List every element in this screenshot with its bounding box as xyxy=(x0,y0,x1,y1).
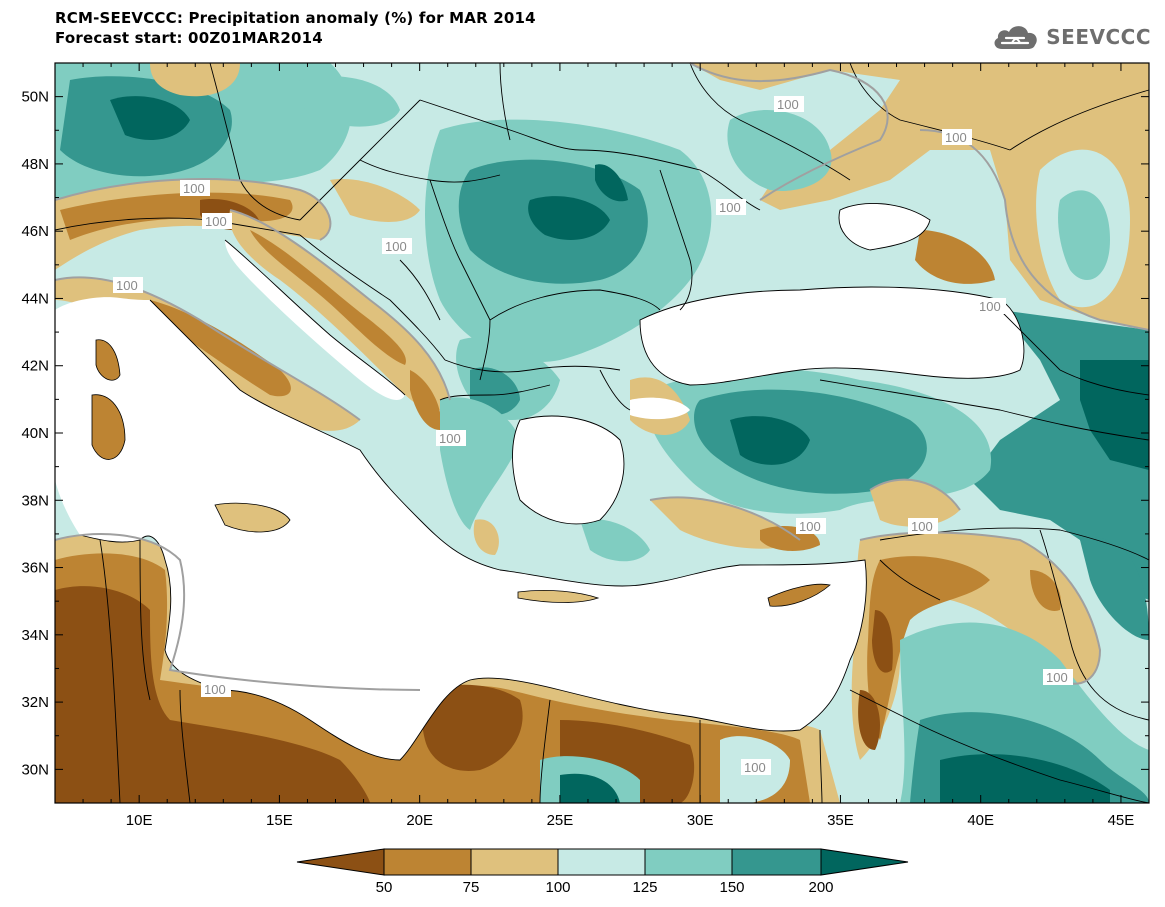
contour-label: 100 xyxy=(436,430,466,446)
contour-labels: 100 100 100 100 100 100 100 100 100 100 … xyxy=(113,96,1073,775)
svg-text:100: 100 xyxy=(116,278,138,293)
svg-text:100: 100 xyxy=(204,682,226,697)
lon-tick-label: 45E xyxy=(1108,812,1135,829)
colorbar-segment-above-200 xyxy=(820,848,909,876)
contour-label: 100 xyxy=(1043,669,1073,685)
contour-label: 100 xyxy=(942,129,972,145)
longitude-axis: 10E 15E 20E 25E 30E 35E 40E 45E xyxy=(54,63,1150,829)
svg-text:100: 100 xyxy=(945,130,967,145)
svg-text:100: 100 xyxy=(183,181,205,196)
colorbar: 50 75 100 125 150 200 xyxy=(296,848,909,896)
colorbar-segment-100-125 xyxy=(557,848,646,876)
colorbar-label: 75 xyxy=(463,879,480,896)
lat-tick-label: 44N xyxy=(21,290,49,307)
lon-tick-label: 40E xyxy=(967,812,994,829)
contour-label: 100 xyxy=(774,96,804,112)
lat-tick-label: 34N xyxy=(21,627,49,644)
map-title: RCM-SEEVCCC: Precipitation anomaly (%) f… xyxy=(55,8,536,48)
contour-label: 100 xyxy=(976,298,1006,314)
svg-text:100: 100 xyxy=(205,214,227,229)
sea-mask xyxy=(55,203,1024,760)
svg-text:100: 100 xyxy=(911,519,933,534)
lon-tick-label: 35E xyxy=(827,812,854,829)
lat-tick-label: 30N xyxy=(21,761,49,778)
lon-tick-label: 30E xyxy=(687,812,714,829)
colorbar-label: 200 xyxy=(808,879,833,896)
latitude-axis: 30N 32N 34N 36N 38N 40N 42N 44N 46N 48N 50N xyxy=(21,62,1149,804)
contour-label: 100 xyxy=(180,180,210,196)
lat-tick-label: 48N xyxy=(21,156,49,173)
colorbar-segment-50-75 xyxy=(383,848,472,876)
svg-text:100: 100 xyxy=(1046,670,1068,685)
contour-label: 100 xyxy=(908,518,938,534)
lon-tick-label: 25E xyxy=(547,812,574,829)
contour-label: 100 xyxy=(202,213,232,229)
lat-tick-label: 50N xyxy=(21,89,49,106)
svg-text:100: 100 xyxy=(719,200,741,215)
colorbar-segment-150-200 xyxy=(731,848,822,876)
seevccc-logo: SEEVCCC xyxy=(990,20,1151,54)
contour-label: 100 xyxy=(796,518,826,534)
logo-text: SEEVCCC xyxy=(1046,25,1151,49)
lat-tick-label: 32N xyxy=(21,694,49,711)
lat-tick-label: 46N xyxy=(21,223,49,240)
lat-tick-label: 40N xyxy=(21,425,49,442)
svg-text:100: 100 xyxy=(979,299,1001,314)
lat-tick-label: 38N xyxy=(21,492,49,509)
colorbar-label: 100 xyxy=(545,879,570,896)
contour-label: 100 xyxy=(201,681,231,697)
title-line-2: Forecast start: 00Z01MAR2014 xyxy=(55,29,323,47)
title-line-1: RCM-SEEVCCC: Precipitation anomaly (%) f… xyxy=(55,9,536,27)
svg-text:100: 100 xyxy=(799,519,821,534)
lon-tick-label: 20E xyxy=(406,812,433,829)
colorbar-segment-125-150 xyxy=(644,848,733,876)
lat-tick-label: 36N xyxy=(21,560,49,577)
svg-text:100: 100 xyxy=(439,431,461,446)
colorbar-segment-below-50 xyxy=(296,848,385,876)
svg-text:100: 100 xyxy=(744,760,766,775)
islands xyxy=(91,339,831,607)
colorbar-segment-75-100 xyxy=(470,848,559,876)
contour-label: 100 xyxy=(741,759,771,775)
svg-text:100: 100 xyxy=(385,239,407,254)
lat-tick-label: 42N xyxy=(21,358,49,375)
cloud-icon xyxy=(994,26,1038,49)
svg-text:100: 100 xyxy=(777,97,799,112)
contour-label: 100 xyxy=(716,199,746,215)
lon-tick-label: 15E xyxy=(266,812,293,829)
contour-label: 100 xyxy=(382,238,412,254)
colorbar-label: 125 xyxy=(632,879,657,896)
lon-tick-label: 10E xyxy=(126,812,153,829)
contour-label: 100 xyxy=(113,277,143,293)
colorbar-label: 150 xyxy=(719,879,744,896)
coastlines xyxy=(79,202,1025,761)
colorbar-label: 50 xyxy=(376,879,393,896)
